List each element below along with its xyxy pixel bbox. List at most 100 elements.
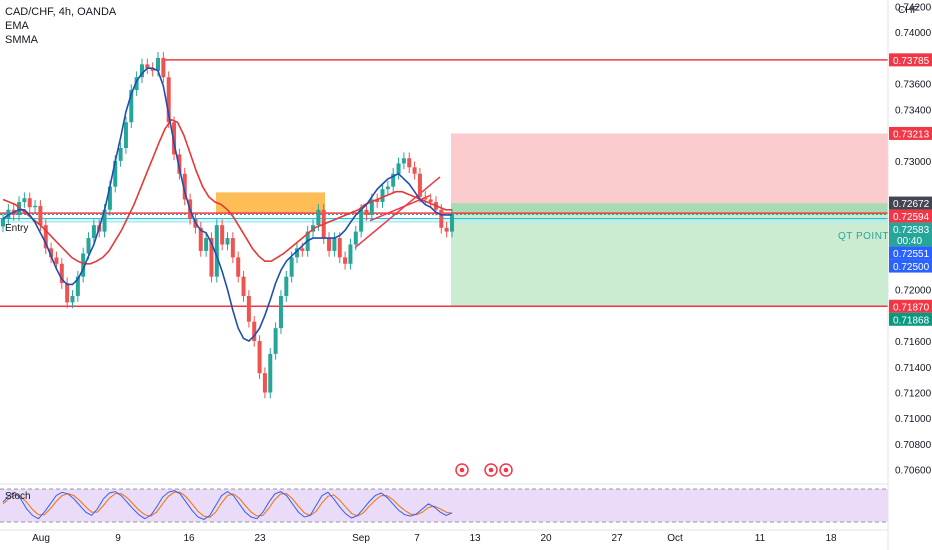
candle-body bbox=[214, 225, 219, 277]
countdown-label: 00:40 bbox=[897, 236, 922, 247]
chart-legend: CAD/CHF, 4h, OANDA EMA SMMA bbox=[5, 5, 116, 47]
candle-body bbox=[391, 173, 396, 187]
x-tick-label: 23 bbox=[254, 533, 266, 544]
candle-body bbox=[278, 295, 283, 329]
candle-body bbox=[38, 205, 43, 226]
candle-body bbox=[209, 238, 214, 277]
candle-body bbox=[113, 160, 118, 187]
candle-body bbox=[401, 158, 406, 164]
x-tick-label: 11 bbox=[755, 533, 766, 544]
candle-body bbox=[364, 209, 369, 215]
candle-body bbox=[300, 248, 305, 251]
price-label: 0.71870 bbox=[893, 302, 930, 313]
candle-body bbox=[1, 218, 5, 227]
candle-body bbox=[343, 257, 348, 264]
candle-body bbox=[118, 147, 123, 161]
ema-label[interactable]: EMA bbox=[5, 20, 29, 32]
candle-body bbox=[428, 199, 433, 203]
candle-body bbox=[241, 276, 246, 296]
candle-body bbox=[444, 227, 449, 232]
candle-body bbox=[145, 64, 150, 69]
candle-body bbox=[86, 238, 91, 254]
price-label: 0.73785 bbox=[893, 56, 930, 67]
event-icons[interactable] bbox=[455, 463, 513, 477]
candle-body bbox=[348, 244, 353, 264]
candle-body bbox=[161, 57, 166, 78]
ema-line bbox=[2, 67, 452, 342]
candle-body bbox=[43, 225, 48, 249]
candle-body bbox=[380, 189, 385, 203]
stochastic-pane: 100.000.00 bbox=[0, 483, 925, 529]
candle-body bbox=[412, 167, 417, 174]
candle-body bbox=[156, 57, 161, 71]
candle-body bbox=[182, 173, 187, 200]
candle-body bbox=[369, 199, 374, 215]
stoch-d-line bbox=[2, 491, 453, 518]
stoch-label[interactable]: Stoch bbox=[5, 491, 31, 502]
stoch-band bbox=[0, 489, 888, 522]
supply-zone-box bbox=[216, 192, 325, 214]
candle-body bbox=[91, 225, 96, 239]
candle-body bbox=[123, 122, 128, 148]
symbol-title[interactable]: CAD/CHF, 4h, OANDA bbox=[5, 6, 117, 18]
candle-body bbox=[359, 209, 364, 232]
candle-body bbox=[316, 209, 321, 226]
price-label: 0.71868 bbox=[893, 315, 930, 326]
candle-body bbox=[289, 257, 294, 277]
candle-body bbox=[65, 283, 70, 303]
price-label-bg bbox=[889, 209, 932, 223]
x-tick-label: 20 bbox=[540, 533, 552, 544]
candle-body bbox=[33, 205, 38, 208]
candle-body bbox=[236, 257, 241, 277]
y-tick-label: 0.73600 bbox=[895, 80, 932, 91]
price-label-bg bbox=[889, 196, 932, 210]
candle-body bbox=[262, 373, 267, 393]
candle-body bbox=[396, 163, 401, 174]
candle-body bbox=[273, 328, 278, 354]
stop-loss-zone bbox=[451, 133, 888, 204]
event-icon-dot bbox=[488, 467, 494, 473]
candle-body bbox=[230, 238, 235, 258]
candle-body bbox=[375, 199, 380, 203]
time-axis[interactable]: Aug 9 16 23 Sep 7 13 20 27 Oct 11 18 bbox=[0, 529, 888, 544]
candle-body bbox=[75, 276, 80, 296]
candle-body bbox=[252, 321, 257, 342]
price-label-bg bbox=[889, 312, 932, 326]
candle-body bbox=[332, 238, 337, 251]
candle-body bbox=[450, 214, 454, 232]
price-axis[interactable]: 0.742000.740000.736000.734000.730000.722… bbox=[887, 0, 932, 550]
currency-label: CHF bbox=[898, 5, 919, 16]
candle-body bbox=[220, 225, 225, 245]
take-profit-zone bbox=[451, 203, 888, 307]
price-label-bg bbox=[889, 246, 932, 260]
x-tick-label: 27 bbox=[611, 533, 623, 544]
candle-body bbox=[54, 257, 59, 264]
candle-body bbox=[294, 248, 299, 258]
position-zones bbox=[216, 133, 888, 307]
price-label-bg bbox=[889, 299, 932, 313]
candle-body bbox=[59, 263, 64, 284]
candle-body bbox=[327, 238, 332, 251]
y-tick-label: 0.71200 bbox=[895, 388, 932, 399]
candle-body bbox=[439, 209, 444, 228]
candle-body bbox=[204, 238, 209, 251]
candle-body bbox=[102, 209, 107, 232]
candle-body bbox=[166, 77, 171, 123]
candle-body bbox=[150, 68, 155, 71]
candle-body bbox=[27, 198, 32, 208]
price-label: 0.72551 bbox=[893, 249, 930, 260]
y-tick-label: 0.71400 bbox=[895, 363, 932, 374]
candle-body bbox=[423, 196, 428, 200]
qt-point-label: QT POINT bbox=[838, 231, 890, 242]
y-tick-label: 0.73400 bbox=[895, 105, 932, 116]
candle-body bbox=[198, 227, 203, 251]
y-tick-label: 0.70800 bbox=[895, 440, 932, 451]
smma-label[interactable]: SMMA bbox=[5, 34, 38, 46]
candle-body bbox=[257, 341, 262, 374]
price-label: 0.72583 bbox=[893, 225, 930, 236]
smma-line bbox=[2, 118, 452, 265]
price-label-bg bbox=[889, 126, 932, 140]
x-tick-label: Sep bbox=[352, 533, 370, 544]
candle-body bbox=[268, 353, 273, 393]
